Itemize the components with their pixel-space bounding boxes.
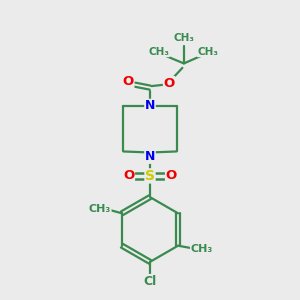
Text: CH₃: CH₃ <box>89 204 111 214</box>
Text: CH₃: CH₃ <box>197 47 218 57</box>
Text: O: O <box>166 169 177 182</box>
Text: O: O <box>123 169 134 182</box>
Text: N: N <box>145 150 155 163</box>
Text: O: O <box>123 75 134 88</box>
Text: S: S <box>145 169 155 183</box>
Text: Cl: Cl <box>143 274 157 287</box>
Text: CH₃: CH₃ <box>148 47 169 57</box>
Text: N: N <box>145 99 155 112</box>
Text: CH₃: CH₃ <box>173 32 194 43</box>
Text: O: O <box>164 77 175 90</box>
Text: CH₃: CH₃ <box>190 244 213 254</box>
